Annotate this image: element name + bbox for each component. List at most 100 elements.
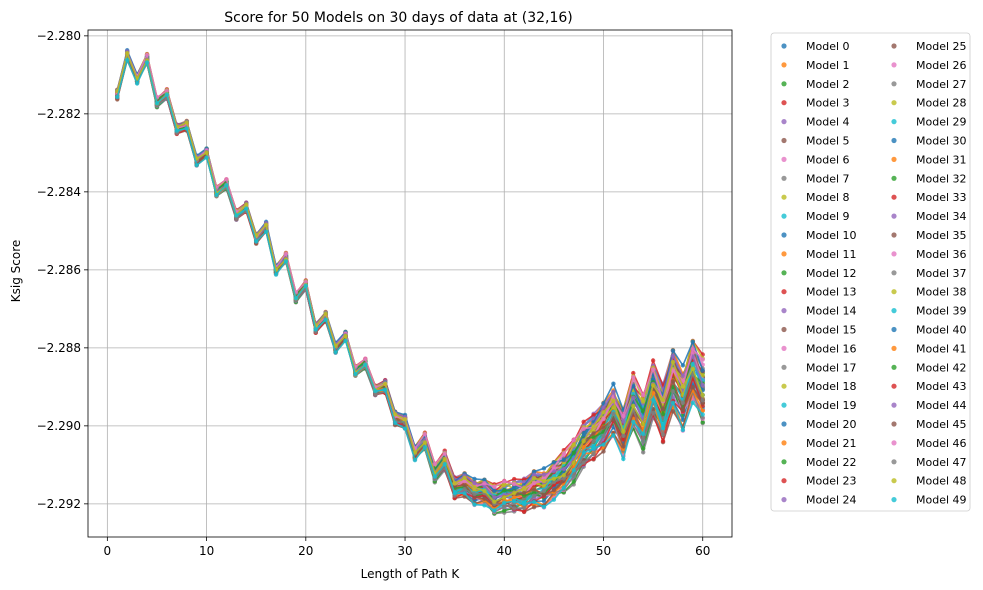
data-point (234, 216, 239, 222)
data-point (253, 239, 259, 244)
y-tick-label: −2.288 (37, 341, 81, 355)
data-point (611, 411, 616, 416)
data-point (631, 383, 636, 389)
data-point (621, 444, 626, 449)
data-point (680, 427, 686, 433)
legend-marker (781, 137, 787, 144)
legend-label: Model 20 (806, 418, 857, 431)
data-point (204, 155, 209, 160)
data-point (462, 478, 467, 484)
data-point (680, 363, 686, 368)
data-point (611, 398, 616, 403)
data-point (511, 506, 517, 511)
legend-label: Model 40 (916, 324, 967, 337)
legend-marker (891, 478, 897, 484)
data-point (601, 405, 606, 410)
data-point (631, 375, 636, 380)
data-point (541, 478, 547, 484)
data-point (551, 479, 557, 485)
data-point (482, 503, 487, 508)
data-point (462, 490, 467, 496)
legend-label: Model 4 (806, 116, 850, 129)
data-point (700, 415, 705, 420)
data-point (511, 498, 517, 504)
legend-label: Model 14 (806, 305, 857, 318)
data-point (442, 451, 447, 456)
legend-label: Model 49 (916, 494, 967, 507)
data-point (631, 419, 636, 425)
data-point (571, 479, 576, 484)
data-point (214, 192, 219, 198)
data-point (472, 476, 477, 482)
legend-box (770, 32, 971, 512)
legend-label: Model 1 (806, 59, 850, 72)
legend-label: Model 43 (916, 380, 967, 393)
legend-marker (781, 156, 787, 162)
data-point (670, 409, 676, 414)
data-point (343, 333, 348, 339)
legend-marker (781, 213, 787, 219)
data-point (700, 382, 705, 388)
legend-label: Model 17 (806, 361, 857, 374)
data-point (611, 417, 616, 422)
data-point (472, 491, 477, 497)
x-tick-label: 40 (497, 544, 512, 558)
legend-label: Model 33 (916, 191, 967, 204)
legend-label: Model 31 (916, 153, 967, 166)
data-point (670, 400, 676, 405)
data-point (561, 457, 567, 463)
data-point (442, 457, 447, 462)
legend-marker (781, 270, 787, 276)
data-point (502, 479, 507, 484)
data-point (343, 338, 348, 344)
data-point (631, 403, 636, 409)
data-point (591, 439, 596, 444)
legend-marker (891, 194, 897, 200)
data-point (581, 419, 586, 424)
data-point (492, 488, 497, 494)
plot-area: 0 10 20 30 40 50 60 −2.280 −2.282 −2.284 −2.286 −2.… (37, 29, 733, 558)
data-point (670, 389, 676, 394)
data-point (502, 495, 507, 500)
data-point (234, 213, 239, 218)
data-point (541, 488, 547, 494)
legend-label: Model 6 (806, 153, 850, 166)
data-point (452, 481, 457, 486)
legend-label: Model 45 (916, 418, 967, 431)
data-point (373, 392, 378, 397)
data-point (660, 432, 666, 437)
legend-label: Model 21 (806, 437, 857, 450)
data-point (492, 508, 497, 513)
legend-label: Model 5 (806, 135, 850, 148)
data-point (601, 410, 606, 415)
legend-label: Model 44 (916, 399, 967, 412)
y-tick-label: −2.292 (37, 497, 81, 511)
data-point (601, 401, 606, 406)
data-point (333, 350, 338, 355)
data-point (670, 353, 676, 359)
data-point (551, 464, 557, 470)
legend-marker (781, 459, 787, 465)
data-point (650, 382, 656, 388)
data-point (650, 358, 656, 363)
data-point (601, 425, 606, 430)
legend-label: Model 19 (806, 399, 857, 412)
data-point (551, 487, 557, 493)
data-point (660, 397, 666, 403)
data-point (660, 406, 666, 412)
data-point (581, 438, 586, 444)
legend-marker (781, 175, 787, 181)
legend-label: Model 23 (806, 475, 857, 488)
data-point (184, 126, 189, 131)
legend-marker (781, 497, 787, 503)
data-point (551, 497, 557, 502)
data-point (521, 496, 527, 502)
data-point (402, 426, 408, 431)
data-point (154, 101, 160, 106)
data-point (511, 490, 517, 496)
data-point (601, 442, 606, 447)
data-point (640, 450, 646, 455)
legend-marker (891, 62, 897, 68)
data-point (521, 490, 527, 496)
